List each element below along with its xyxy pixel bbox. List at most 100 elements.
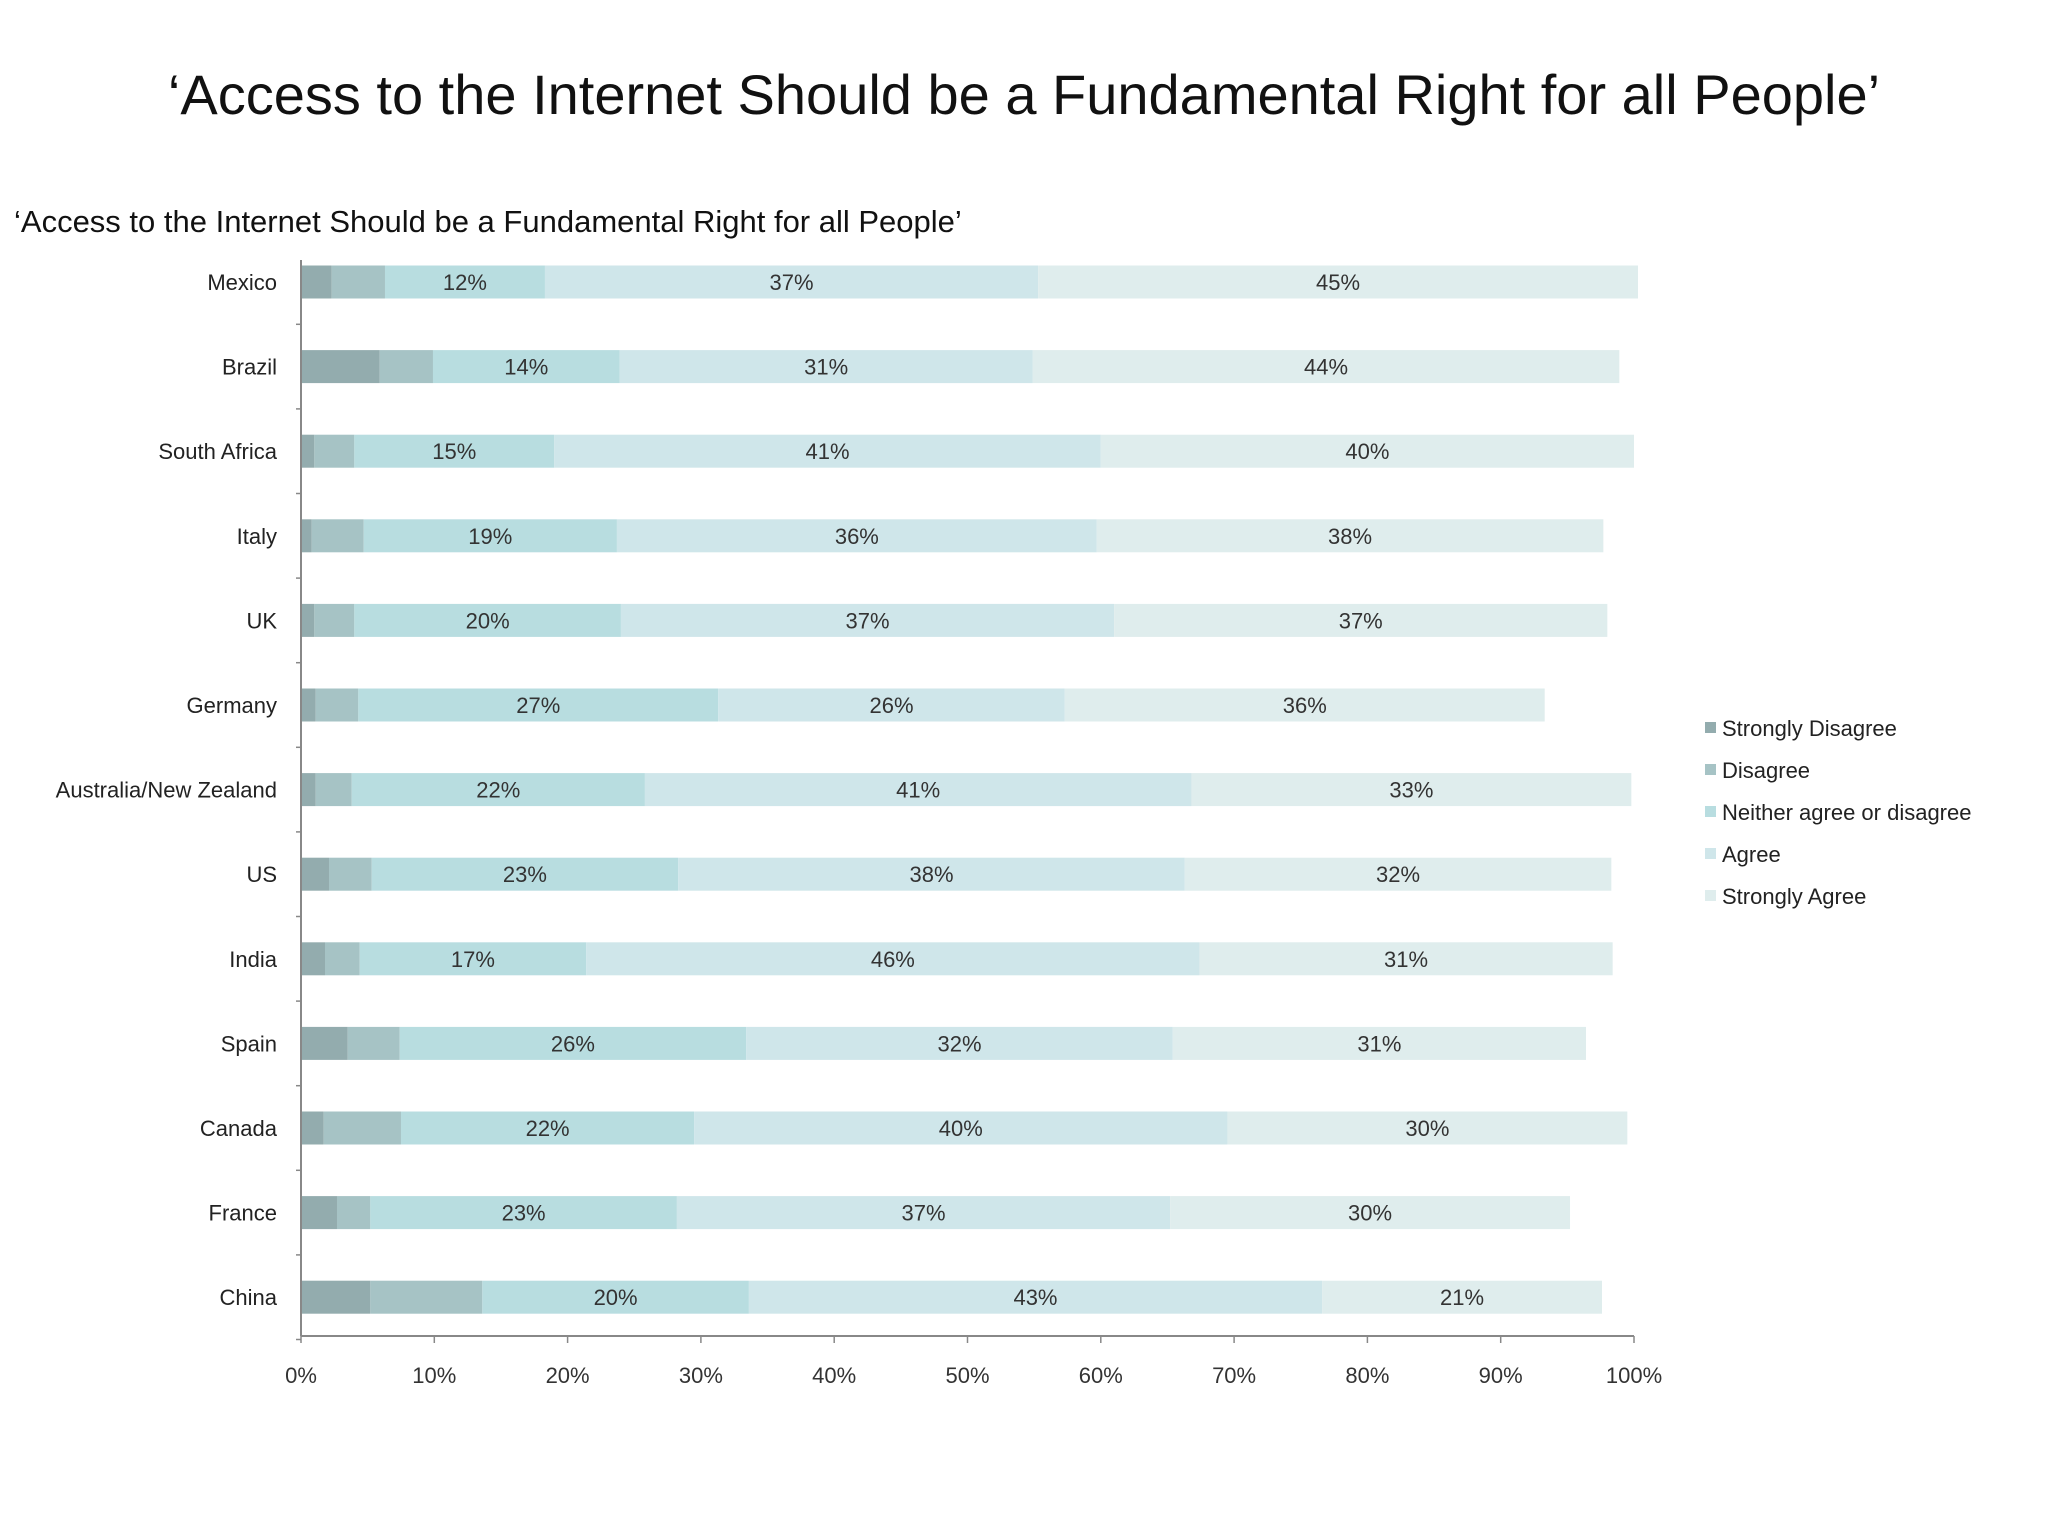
bar-brazil-strongly-disagree [301, 350, 380, 384]
bar-canada-agree [694, 1111, 1228, 1145]
bar-south-africa-disagree [314, 434, 355, 468]
bar-canada-strongly-agree [1227, 1111, 1628, 1145]
data-label-us-neither-agree-or-disagree: 23% [503, 862, 547, 887]
bar-france-strongly-agree [1170, 1196, 1571, 1230]
bar-canada-neither-agree-or-disagree [400, 1111, 695, 1145]
category-label-india: India [229, 947, 277, 972]
category-label-australia-new-zealand: Australia/New Zealand [56, 778, 277, 803]
legend-swatch-disagree [1705, 764, 1716, 775]
data-label-south-africa-agree: 41% [806, 439, 850, 464]
x-tick-label-80: 80% [1345, 1363, 1389, 1388]
x-tick-label-90: 90% [1479, 1363, 1523, 1388]
data-label-canada-agree: 40% [939, 1116, 983, 1141]
bar-australia-new-zealand-strongly-agree [1191, 773, 1632, 807]
legend-label-disagree: Disagree [1722, 758, 1810, 783]
bar-south-africa-neither-agree-or-disagree [354, 434, 555, 468]
bar-south-africa-agree [554, 434, 1101, 468]
data-label-spain-agree: 32% [937, 1031, 981, 1056]
bar-spain-strongly-disagree [301, 1026, 348, 1060]
bar-us-agree [678, 857, 1185, 891]
bar-italy-neither-agree-or-disagree [363, 519, 617, 553]
bar-brazil-disagree [379, 350, 433, 384]
data-label-china-agree: 43% [1013, 1285, 1057, 1310]
data-label-india-neither-agree-or-disagree: 17% [451, 947, 495, 972]
bar-germany-neither-agree-or-disagree [358, 688, 719, 722]
bar-france-disagree [336, 1196, 371, 1230]
data-label-australia-new-zealand-agree: 41% [896, 778, 940, 803]
bar-italy-agree [616, 519, 1097, 553]
bar-south-africa-strongly-disagree [301, 434, 315, 468]
bar-us-neither-agree-or-disagree [371, 857, 679, 891]
category-label-uk: UK [246, 608, 277, 633]
data-label-germany-neither-agree-or-disagree: 27% [516, 693, 560, 718]
data-label-china-strongly-agree: 21% [1440, 1285, 1484, 1310]
data-label-india-agree: 46% [871, 947, 915, 972]
bar-germany-agree [718, 688, 1065, 722]
data-label-us-strongly-agree: 32% [1376, 862, 1420, 887]
x-tick-label-100: 100% [1606, 1363, 1662, 1388]
data-label-china-neither-agree-or-disagree: 20% [594, 1285, 638, 1310]
bar-uk-disagree [314, 603, 355, 637]
x-tick-label-50: 50% [945, 1363, 989, 1388]
data-label-south-africa-strongly-agree: 40% [1345, 439, 1389, 464]
bar-uk-strongly-disagree [301, 603, 315, 637]
bar-italy-strongly-agree [1096, 519, 1604, 553]
x-tick-label-70: 70% [1212, 1363, 1256, 1388]
data-label-mexico-strongly-agree: 45% [1316, 270, 1360, 295]
data-label-brazil-strongly-agree: 44% [1304, 355, 1348, 380]
bar-brazil-neither-agree-or-disagree [432, 350, 620, 384]
legend-label-neither-agree-or-disagree: Neither agree or disagree [1722, 800, 1971, 825]
bar-us-strongly-disagree [301, 857, 329, 891]
bar-india-disagree [324, 942, 360, 976]
x-tick-label-0: 0% [285, 1363, 317, 1388]
data-label-spain-strongly-agree: 31% [1357, 1031, 1401, 1056]
bar-us-strongly-agree [1184, 857, 1612, 891]
bar-china-strongly-disagree [301, 1280, 371, 1314]
legend-label-strongly-agree: Strongly Agree [1722, 884, 1866, 909]
category-label-france: France [209, 1201, 277, 1226]
bar-us-disagree [328, 857, 372, 891]
data-label-germany-strongly-agree: 36% [1283, 693, 1327, 718]
legend-swatch-strongly-disagree [1705, 722, 1716, 733]
category-label-south-africa: South Africa [158, 439, 277, 464]
legend-swatch-agree [1705, 848, 1716, 859]
bar-china-agree [748, 1280, 1323, 1314]
bar-italy-disagree [311, 519, 364, 553]
data-label-australia-new-zealand-neither-agree-or-disagree: 22% [476, 778, 520, 803]
bar-uk-strongly-agree [1114, 603, 1608, 637]
bar-canada-strongly-disagree [301, 1111, 324, 1145]
legend-swatch-neither-agree-or-disagree [1705, 806, 1716, 817]
bar-mexico-strongly-agree [1038, 265, 1638, 299]
category-label-italy: Italy [237, 524, 277, 549]
legend-swatch-strongly-agree [1705, 890, 1716, 901]
x-tick-label-60: 60% [1079, 1363, 1123, 1388]
bar-uk-neither-agree-or-disagree [354, 603, 621, 637]
data-label-brazil-neither-agree-or-disagree: 14% [504, 355, 548, 380]
bar-australia-new-zealand-disagree [315, 773, 352, 807]
x-tick-label-10: 10% [412, 1363, 456, 1388]
bar-france-neither-agree-or-disagree [370, 1196, 677, 1230]
bar-canada-disagree [323, 1111, 401, 1145]
data-label-italy-agree: 36% [835, 524, 879, 549]
category-label-brazil: Brazil [222, 355, 277, 380]
category-label-us: US [246, 862, 277, 887]
data-label-uk-strongly-agree: 37% [1339, 608, 1383, 633]
bar-germany-strongly-disagree [301, 688, 316, 722]
data-label-us-agree: 38% [909, 862, 953, 887]
legend-label-agree: Agree [1722, 842, 1781, 867]
bar-india-strongly-disagree [301, 942, 325, 976]
category-label-mexico: Mexico [207, 270, 277, 295]
bar-india-strongly-agree [1199, 942, 1613, 976]
bar-india-agree [586, 942, 1200, 976]
category-label-canada: Canada [200, 1116, 278, 1141]
bar-spain-disagree [347, 1026, 400, 1060]
bar-australia-new-zealand-strongly-disagree [301, 773, 316, 807]
bar-france-strongly-disagree [301, 1196, 337, 1230]
bar-spain-strongly-agree [1172, 1026, 1587, 1060]
x-tick-label-20: 20% [546, 1363, 590, 1388]
category-label-china: China [220, 1285, 278, 1310]
bar-china-neither-agree-or-disagree [482, 1280, 749, 1314]
data-label-mexico-neither-agree-or-disagree: 12% [443, 270, 487, 295]
data-label-mexico-agree: 37% [770, 270, 814, 295]
bar-china-strongly-agree [1322, 1280, 1603, 1314]
